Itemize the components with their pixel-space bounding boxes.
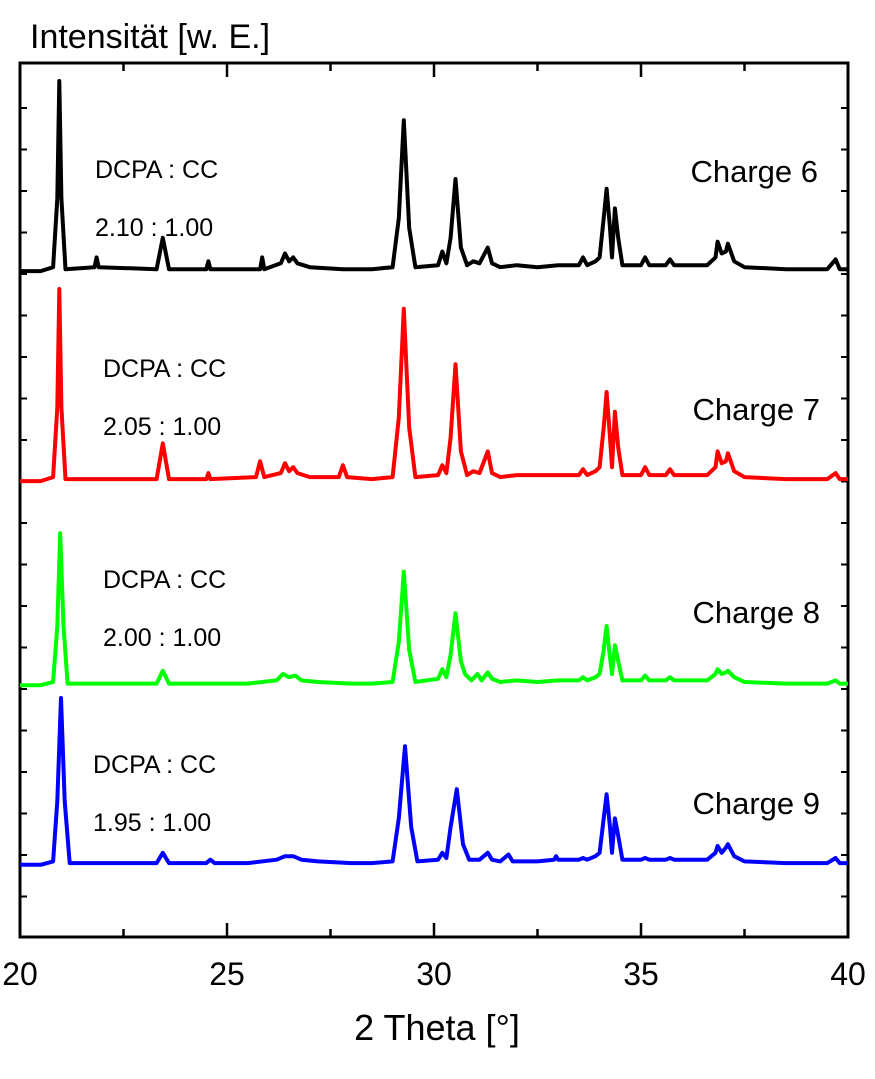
series-line-2 — [20, 287, 848, 484]
series-label: Charge 9 — [692, 786, 820, 821]
x-tick-label: 30 — [416, 956, 452, 992]
ratio-annotation: 2.05 : 1.00 — [103, 413, 221, 441]
ratio-annotation: 2.10 : 1.00 — [95, 214, 213, 242]
series-label: Charge 6 — [690, 154, 818, 189]
ratio-annotation: DCPA : CC — [95, 156, 218, 184]
ratio-annotation: 2.00 : 1.00 — [103, 624, 221, 652]
y-axis-label: Intensität [w. E.] — [30, 18, 270, 56]
x-tick-label: 35 — [623, 956, 659, 992]
series-line-3 — [20, 531, 848, 688]
x-tick-label: 25 — [209, 956, 245, 992]
x-tick-label: 40 — [830, 956, 866, 992]
series-label: Charge 7 — [692, 392, 820, 427]
x-axis-label: 2 Theta [°] — [354, 1007, 520, 1048]
x-tick-label: 20 — [2, 956, 38, 992]
series-layer — [20, 79, 848, 867]
series-label: Charge 8 — [692, 595, 820, 630]
x-tick-labels: 20 25 30 35 40 — [2, 956, 866, 992]
ratio-annotation: DCPA : CC — [103, 566, 226, 594]
ratio-annotation: DCPA : CC — [103, 355, 226, 383]
ratio-annotation: 1.95 : 1.00 — [93, 809, 211, 837]
annotation-layer: DCPA : CC 2.10 : 1.00 Charge 6 DCPA : CC 2.0… — [93, 154, 820, 837]
series-line-4 — [20, 696, 848, 867]
series-line-1 — [20, 79, 848, 274]
ratio-annotation: DCPA : CC — [93, 751, 216, 779]
